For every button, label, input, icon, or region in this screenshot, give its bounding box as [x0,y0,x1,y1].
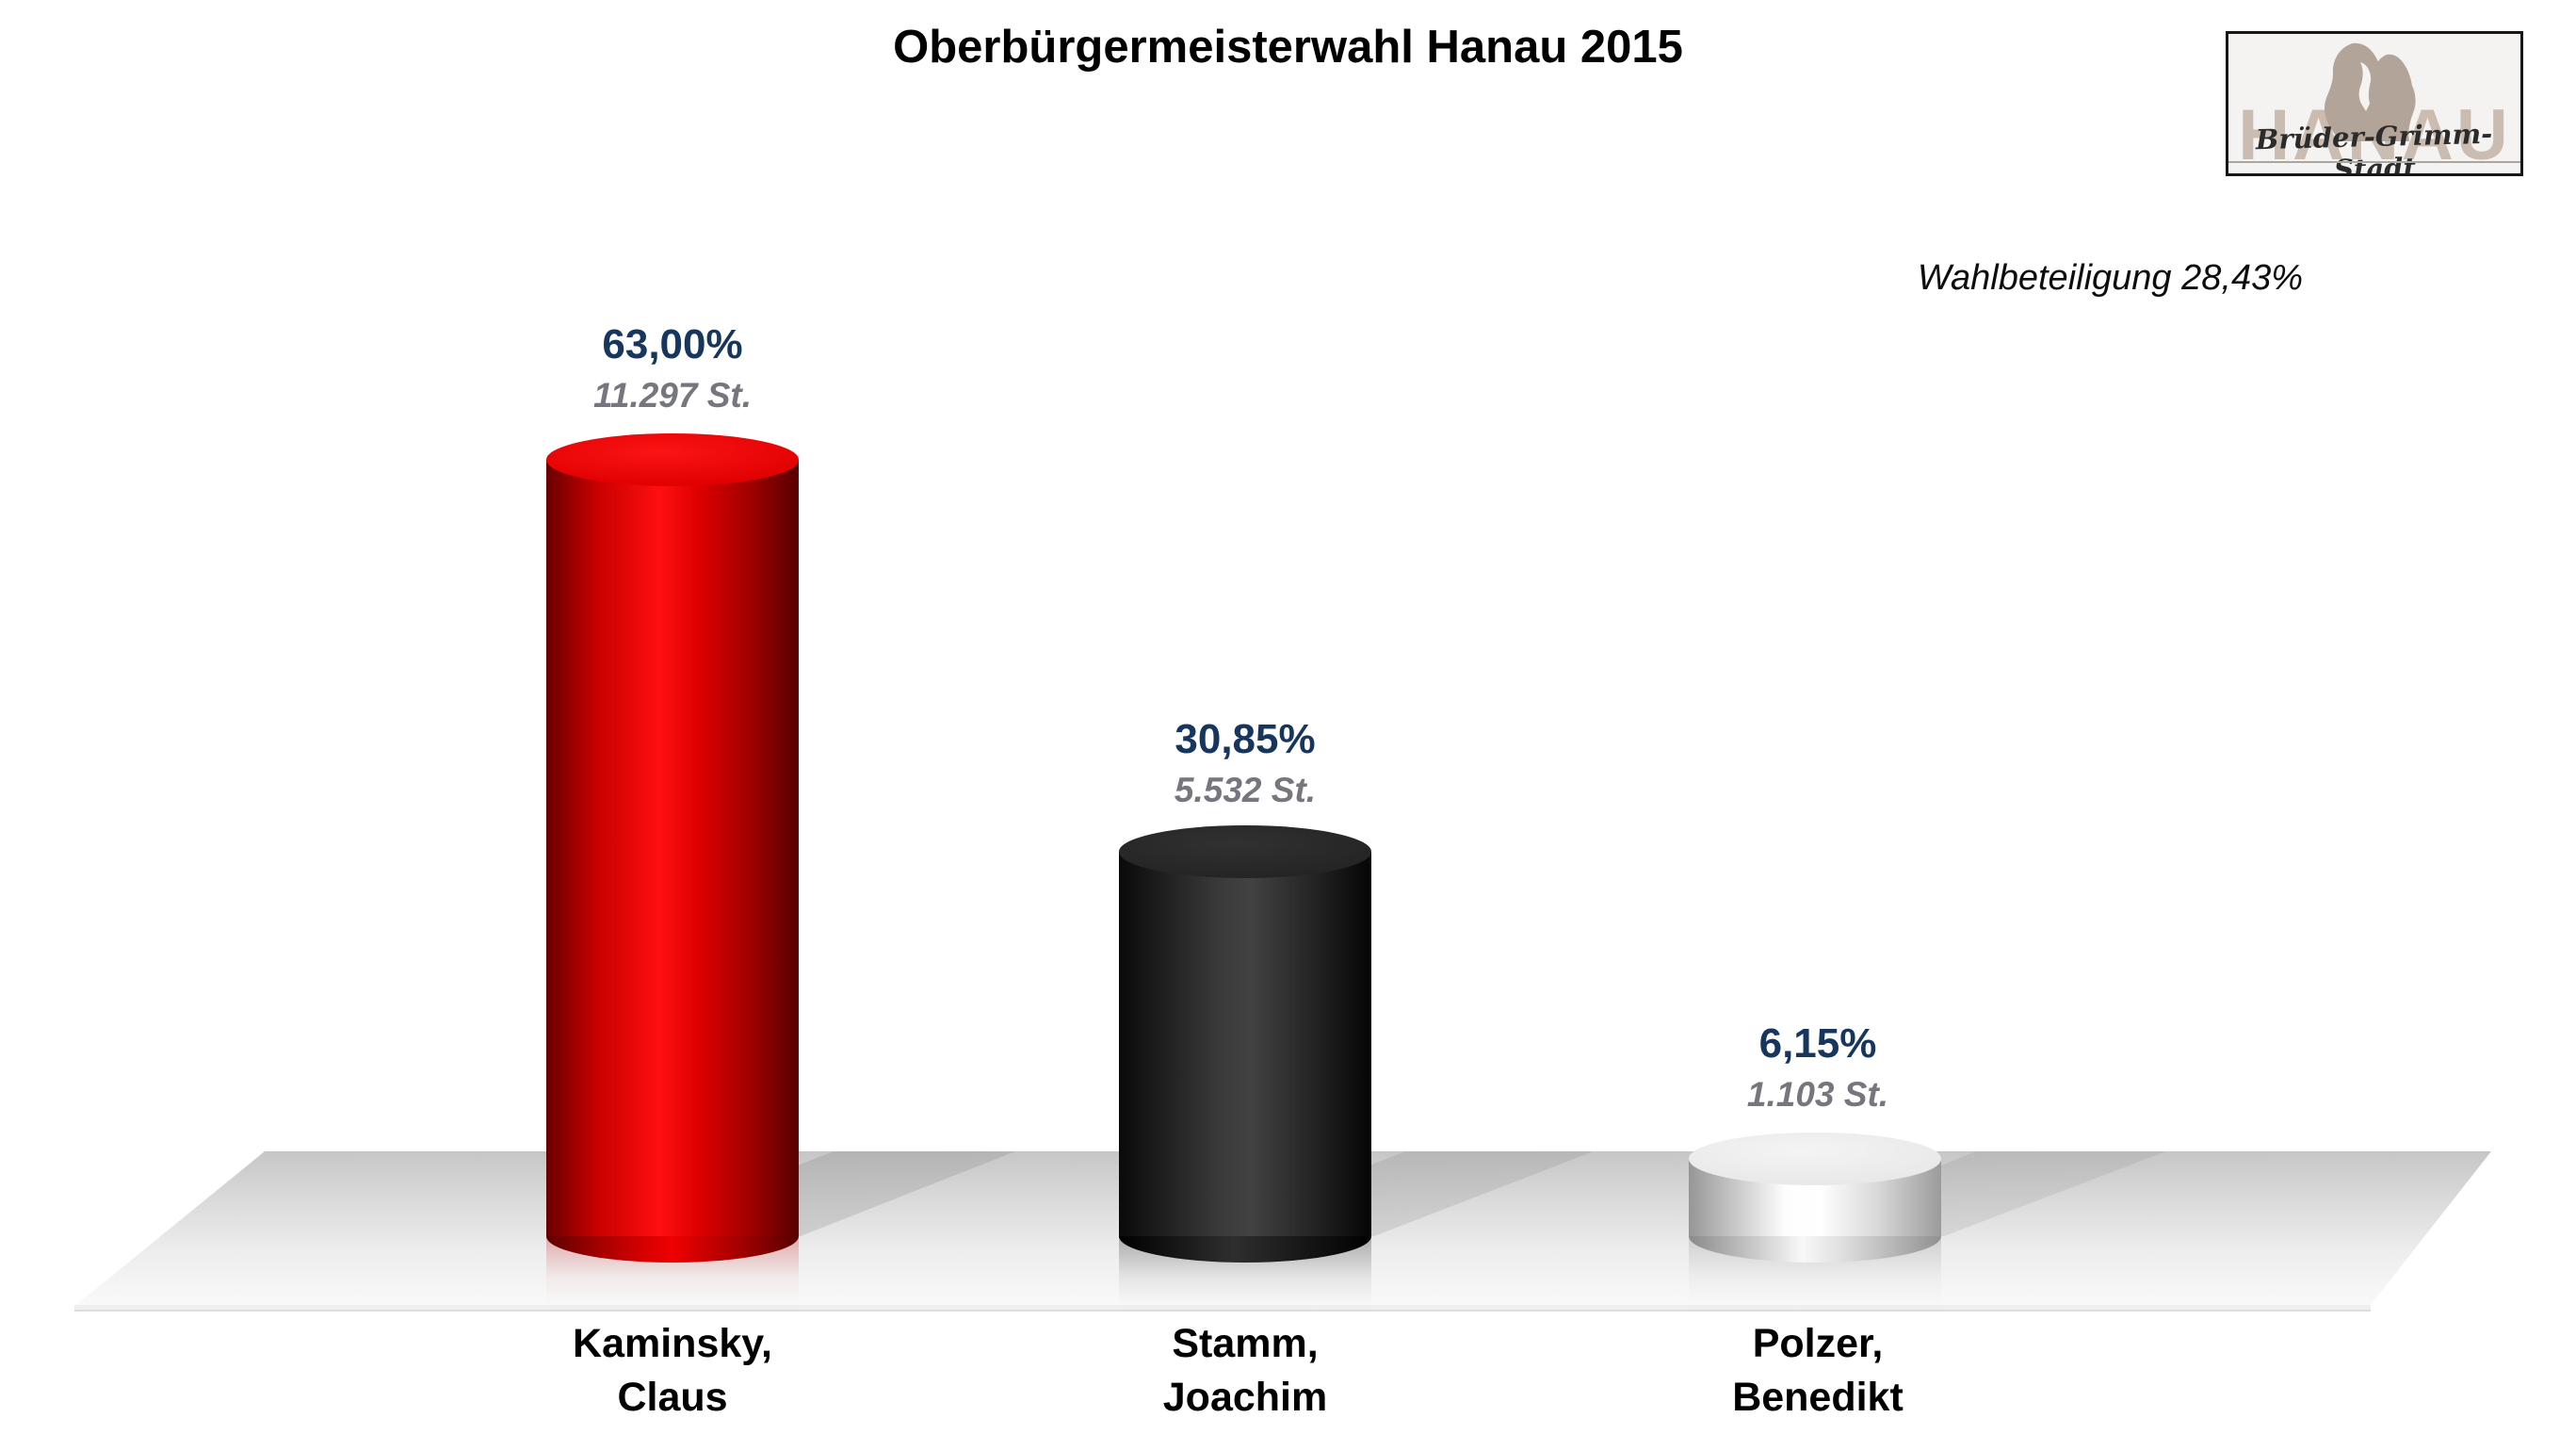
percent-label: 30,85% [1175,716,1316,762]
category-label-stamm: Stamm, Joachim [1010,1317,1481,1425]
votes-label: 11.297 St. [593,376,752,415]
bar-kaminsky-body [546,460,799,1236]
bar-stamm-cap [1119,825,1371,878]
percent-label: 6,15% [1758,1020,1877,1067]
bar-kaminsky-cap [546,433,799,486]
votes-label: 1.103 St. [1746,1075,1889,1114]
logo-subtitle-script: Brüder-Grimm-Stadt [2255,117,2493,176]
name-line1: Stamm, [1172,1321,1319,1366]
value-label-stamm: 30,85% 5.532 St. [1010,716,1481,810]
turnout-annotation: Wahlbeteiligung 28,43% [1917,258,2303,298]
chart-title: Oberbürgermeisterwahl Hanau 2015 [893,22,1683,73]
bar-stamm-body [1119,852,1371,1236]
hanau-city-logo: HANAU Brüder-Grimm-Stadt [2226,31,2523,176]
name-line1: Polzer, [1752,1321,1884,1366]
percent-label: 63,00% [602,321,743,367]
name-line1: Kaminsky, [573,1321,772,1366]
value-label-kaminsky: 63,00% 11.297 St. [437,321,908,416]
category-label-polzer: Polzer, Benedikt [1582,1317,2053,1425]
name-line2: Claus [617,1375,728,1420]
logo-divider [2228,161,2520,163]
category-label-kaminsky: Kaminsky, Claus [437,1317,908,1425]
votes-label: 5.532 St. [1174,771,1317,809]
grimm-brothers-silhouette-icon [2325,42,2416,141]
name-line2: Benedikt [1732,1375,1904,1420]
floor-front-edge [74,1305,2371,1312]
bar-polzer-cap [1689,1133,1941,1185]
name-line2: Joachim [1162,1375,1328,1420]
value-label-polzer: 6,15% 1.103 St. [1582,1020,2053,1115]
